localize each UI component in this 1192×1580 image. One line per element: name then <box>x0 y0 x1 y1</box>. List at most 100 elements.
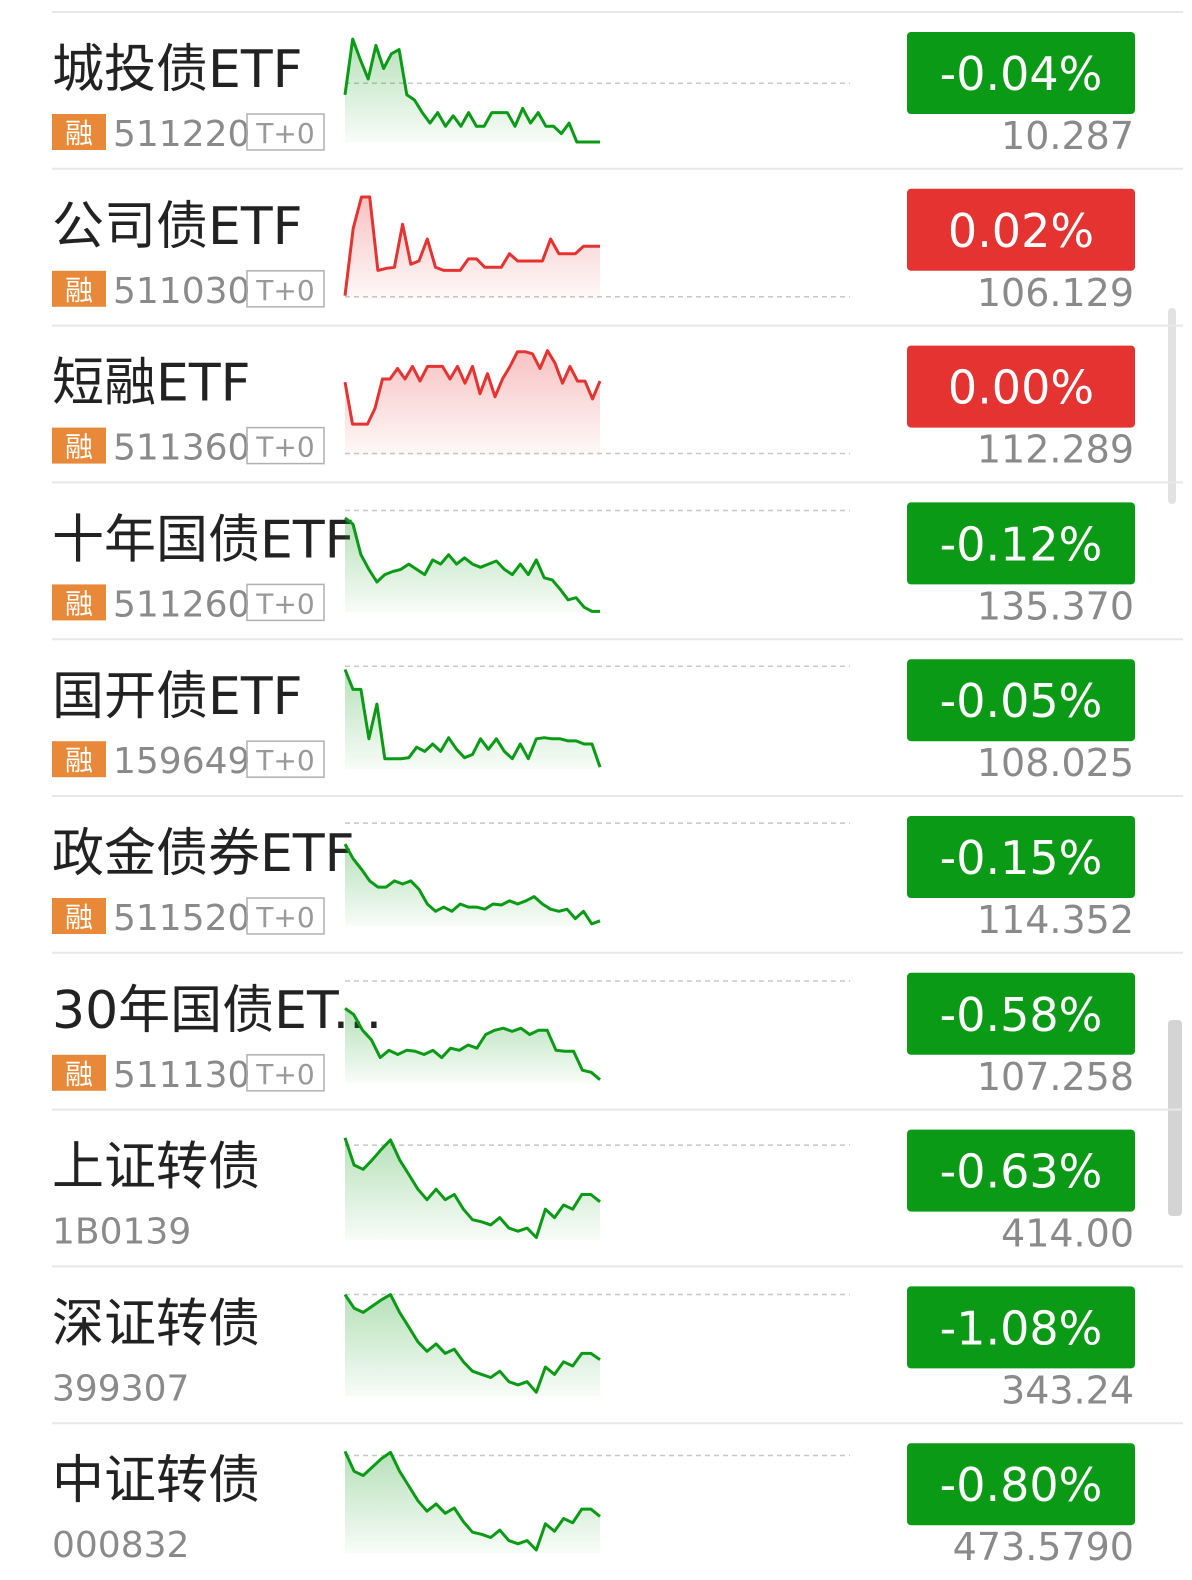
badge-bg <box>52 741 106 778</box>
fund-code: 399307 <box>52 1368 189 1409</box>
scrollbar-track <box>1168 308 1176 504</box>
change: -0.12% <box>940 517 1103 571</box>
change-box <box>907 345 1135 428</box>
change-box <box>907 1443 1135 1526</box>
tag-box <box>246 897 325 935</box>
fund-code: 511360 <box>113 428 250 469</box>
fund-code: 159649 <box>113 741 250 782</box>
change: -0.58% <box>940 988 1103 1042</box>
change-box <box>907 659 1135 742</box>
fund-code: 000832 <box>52 1525 189 1566</box>
change-box <box>907 972 1135 1055</box>
fund-name: 十年国债ETF <box>52 510 355 570</box>
change: -1.08% <box>940 1301 1103 1355</box>
tag: T+0 <box>255 1058 314 1091</box>
tag-box <box>246 113 325 151</box>
change: 0.02% <box>948 204 1094 258</box>
badge: 融 <box>65 744 93 777</box>
row[interactable]: 深证转债 399307 -1.08% 343.24 <box>52 1265 1183 1412</box>
fund-code: 511130 <box>113 1055 250 1096</box>
price: 10.287 <box>1001 114 1134 158</box>
tag-box <box>246 583 325 622</box>
tag: T+0 <box>255 431 314 464</box>
badge-bg <box>52 114 106 150</box>
badge: 融 <box>65 587 93 620</box>
fund-name: 公司债ETF <box>52 197 303 257</box>
fund-code: 1B0139 <box>52 1212 191 1253</box>
change-box <box>907 188 1135 271</box>
sparkline <box>343 1293 601 1394</box>
row[interactable]: 公司债ETF 融 511030 T+0 0.02% 106.129 <box>52 167 1183 315</box>
tag-box <box>246 1054 325 1092</box>
sparkline <box>344 516 600 613</box>
tag-box <box>246 426 325 465</box>
fund-name: 30年国债ET... <box>52 981 382 1041</box>
tag: T+0 <box>255 117 314 150</box>
tag: T+0 <box>255 274 314 307</box>
tag: T+0 <box>255 901 314 934</box>
sparkline-area <box>345 39 600 142</box>
tag: T+0 <box>255 587 314 620</box>
tag: T+0 <box>255 744 314 777</box>
row[interactable]: 政金债券ETF 融 511520 T+0 -0.15% 114.352 <box>52 795 1183 942</box>
row[interactable]: 国开债ETF 融 159649 T+0 -0.05% 108.025 <box>52 638 1183 785</box>
sparkline <box>343 843 601 926</box>
badge: 融 <box>65 1058 93 1091</box>
sparkline <box>344 1007 601 1081</box>
price: 108.025 <box>977 741 1134 785</box>
sparkline-area <box>345 1294 600 1397</box>
row[interactable]: 短融ETF 融 511360 T+0 0.00% 112.289 <box>52 324 1183 472</box>
fund-name: 政金债券ETF <box>52 824 355 884</box>
row[interactable]: 中证转债 000832 -0.80% 473.5790 <box>52 1422 1183 1569</box>
sparkline <box>343 349 602 426</box>
sparkline <box>343 668 602 768</box>
sparkline-area <box>345 1451 600 1554</box>
sparkline-area <box>345 1008 600 1083</box>
sparkline-area <box>345 1137 600 1240</box>
change: -0.04% <box>940 47 1103 101</box>
fund-name: 国开债ETF <box>52 667 303 727</box>
price: 107.258 <box>977 1055 1134 1099</box>
price: 135.370 <box>977 584 1134 628</box>
badge: 融 <box>65 901 93 934</box>
change: -0.80% <box>940 1458 1103 1512</box>
badge-bg <box>52 427 106 464</box>
tag-box <box>246 270 325 308</box>
fund-name: 中证转债 <box>52 1451 260 1511</box>
sparkline-area <box>345 197 600 299</box>
change-box <box>907 32 1135 114</box>
badge: 融 <box>65 117 93 150</box>
fund-code: 511520 <box>113 898 250 939</box>
fund-name: 短融ETF <box>52 354 251 414</box>
badge-bg <box>52 898 106 934</box>
sparkline <box>343 1137 601 1239</box>
change-box <box>907 1286 1135 1369</box>
fund-name: 深证转债 <box>52 1294 260 1354</box>
change: 0.00% <box>948 361 1094 415</box>
row[interactable]: 30年国债ET... 融 511130 T+0 -0.58% 107.258 <box>52 951 1183 1099</box>
row[interactable]: 城投债ETF 融 511220 T+0 -0.04% 10.287 <box>52 11 1183 158</box>
fund-code: 511220 <box>113 114 250 155</box>
change: -0.05% <box>940 674 1103 728</box>
sparkline <box>343 37 600 144</box>
price: 473.5790 <box>953 1525 1134 1569</box>
tag-box <box>246 740 325 778</box>
badge-bg <box>52 270 106 307</box>
change-box <box>907 1129 1135 1212</box>
sparkline <box>343 1450 601 1552</box>
badge-bg <box>52 584 106 621</box>
badge: 融 <box>65 431 93 464</box>
scrollbar-thumb[interactable] <box>1168 1020 1182 1216</box>
change-box <box>907 502 1135 585</box>
fund-code: 511030 <box>113 271 250 312</box>
change-box <box>907 816 1135 898</box>
badge: 融 <box>65 274 93 307</box>
sparkline-area <box>345 350 600 456</box>
row[interactable]: 十年国债ETF 融 511260 T+0 -0.12% 135.370 <box>52 481 1183 628</box>
price: 114.352 <box>977 898 1134 942</box>
price: 112.289 <box>977 428 1134 472</box>
sparkline-area <box>345 669 600 770</box>
change: -0.15% <box>940 831 1103 885</box>
row[interactable]: 上证转债 1B0139 -0.63% 414.00 <box>52 1108 1183 1256</box>
